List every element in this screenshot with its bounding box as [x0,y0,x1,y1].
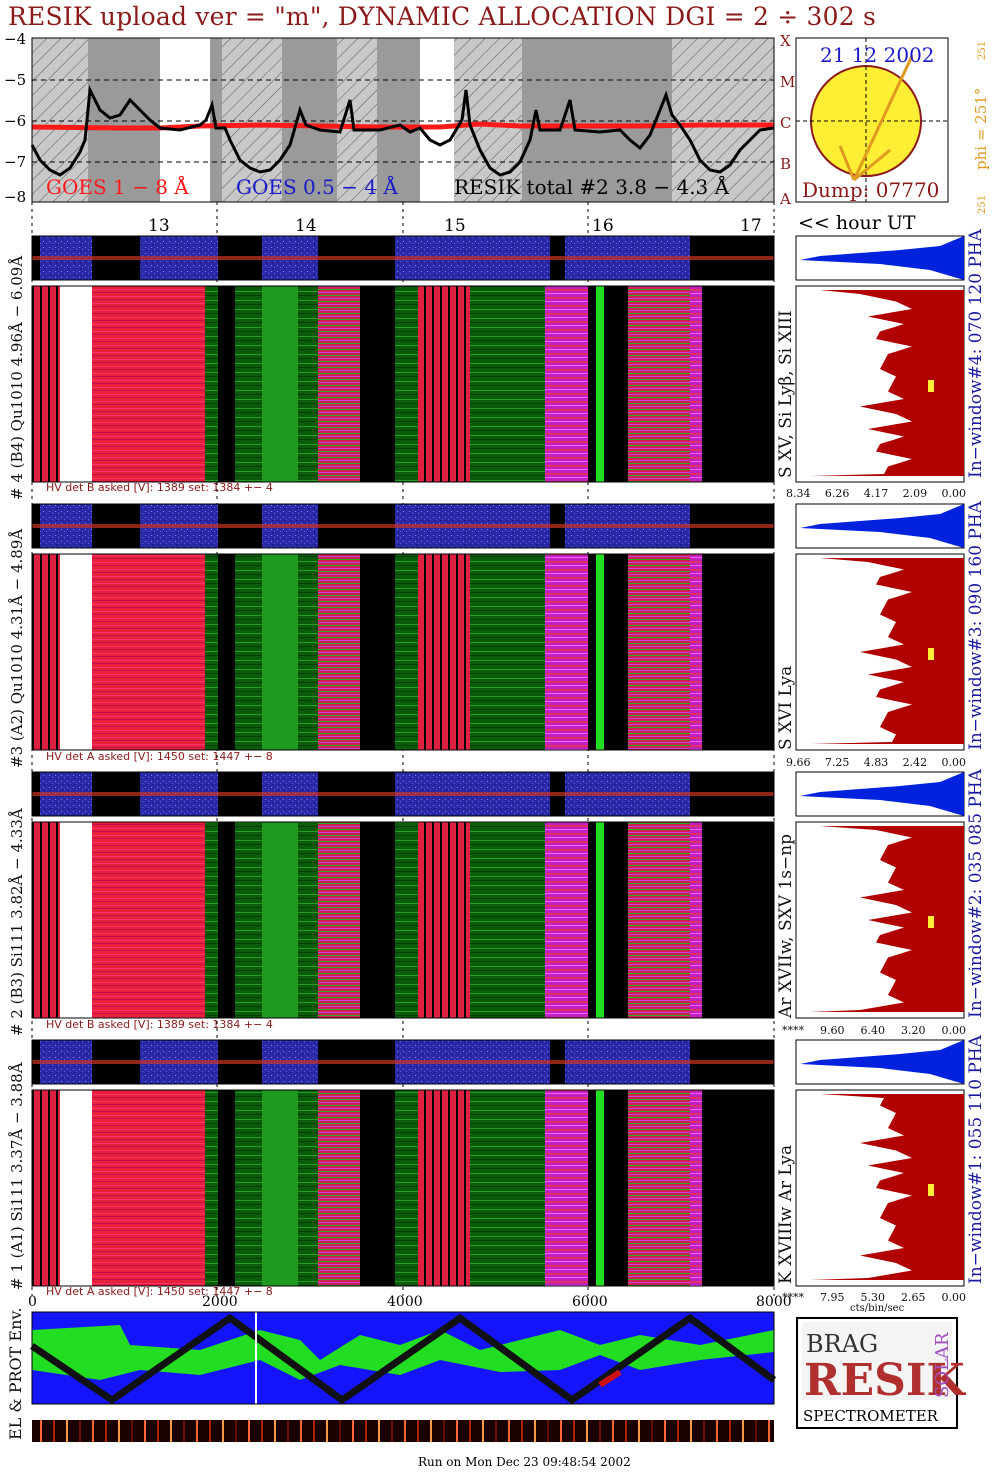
goes-yticks: −4 −5 −6 −7 −8 [4,30,26,206]
channel-ylabel: # 2 (B3) Si111 3.82Å − 4.33Å [8,808,26,1036]
xtick: 0.00 [941,1291,967,1304]
ion-label: Ar XVIIw, SXV 1s−np [776,833,796,1018]
phi-small-bottom: 251 [977,195,988,214]
logo-spectrometer: SPECTROMETER [803,1407,939,1425]
window-label: In−window#1: 055 110 PHA [966,1035,986,1284]
phi-small-top: 251 [977,41,988,60]
hour-label: 17 [740,216,762,236]
class-label: B [780,155,791,173]
hv-label: HV det B asked [V]: 1389 set: 1384 +− 4 [46,481,273,494]
hour-label: 15 [444,216,466,236]
xtick: 4.17 [863,487,889,500]
channel-ylabel: # 4 (B4) Qu1010 4.96Å − 6.09Å [8,255,26,500]
xtick: 9.66 [786,756,811,769]
xtick: 0.00 [941,1024,967,1037]
goes-ytick: −8 [4,188,26,206]
channel-panel [31,1039,965,1287]
window-label: In−window#2: 035 085 PHA [966,769,986,1018]
phi-arrow [852,55,914,181]
orbit-label: EL & PROT Env. [6,1307,25,1440]
xtick: **** [782,1291,804,1304]
seconds-tick: 4000 [387,1294,423,1310]
goes-ytick: −7 [4,153,26,171]
channel-panel [31,503,965,751]
xtick: 4.83 [863,756,889,769]
window-label: In−window#4: 070 120 PHA [966,229,986,478]
dump-label: Dump: 07770 [802,178,939,202]
xtick: 0.00 [941,756,967,769]
xtick: 0.00 [941,487,967,500]
hour-label: 16 [592,216,614,236]
channel-panels [31,235,965,1287]
hour-label: 13 [148,216,170,236]
xtick: 2.65 [901,1291,926,1304]
page-title: RESIK upload ver = "m", DYNAMIC ALLOCATI… [8,2,877,31]
goes-ytick: −5 [4,71,26,89]
xtick: 3.20 [901,1024,926,1037]
spectrum-xticks: **** 9.60 6.40 3.20 0.00 [782,1024,966,1037]
seconds-tick: 2000 [202,1294,238,1310]
channel-ylabel: # 1 (A1) Si111 3.37Å − 3.88Å [8,1062,26,1290]
channel-ylabel: #3 (A2) Qu1010 4.31Å − 4.89Å [8,528,26,768]
bottom-strip [32,1420,774,1442]
ion-label: S XVI Lya [776,665,796,750]
goes-ytick: −6 [4,112,26,130]
xtick: 7.95 [820,1291,845,1304]
hv-label: HV det B asked [V]: 1389 set: 1384 +− 4 [46,1018,273,1031]
ion-label: S XV, Si Lyβ, Si XIII [776,310,796,478]
window-label: In−window#3: 090 160 PHA [966,501,986,750]
channel-panel [31,771,965,1019]
xtick: **** [782,1024,804,1037]
class-label: A [779,190,791,208]
goes-ytick: −4 [4,30,26,48]
class-label: C [780,114,791,132]
hv-label: HV det A asked [V]: 1450 set: 1447 +− 8 [46,1285,273,1298]
xtick: 5.30 [860,1291,886,1304]
legend-goes-long: GOES 1 − 8 Å [46,174,189,199]
spectrum-xticks: 9.66 7.25 4.83 2.42 0.00 [786,756,966,769]
goes-class-labels: X M C B A [779,32,795,208]
goes-plot [30,37,775,203]
xtick: 9.60 [820,1024,845,1037]
class-label: X [780,32,791,50]
seconds-axis: 0 2000 4000 6000 8000 [28,1294,792,1310]
spectrum-xunit: cts/bin/sec [850,1303,905,1314]
spectrum-xticks: **** 7.95 5.30 2.65 0.00 [782,1291,966,1304]
logo-brag: BRAG [806,1330,878,1358]
hour-labels: 13 14 15 16 17 [148,216,762,236]
logo-resik: RESIK [804,1355,966,1406]
channel-panel [31,235,965,483]
resik-logo: BRAG RESIK SOLAR SPECTROMETER [796,1317,966,1429]
xtick: 7.25 [824,756,850,769]
hv-label: HV det A asked [V]: 1450 set: 1447 +− 8 [46,750,273,763]
spectrum-xticks: 8.34 6.26 4.17 2.09 0.00 [786,487,966,500]
xtick: 8.34 [786,487,811,500]
class-label: M [780,73,795,91]
hour-label: 14 [295,216,317,236]
orbit-panel [30,1311,777,1405]
seconds-tick: 0 [28,1294,37,1310]
hour-unit-label: << hour UT [798,212,916,234]
xtick: 2.42 [902,756,928,769]
sun-date: 21 12 2002 [820,43,935,67]
seconds-tick: 6000 [572,1294,608,1310]
xtick: 6.40 [860,1024,886,1037]
footer-run-date: Run on Mon Dec 23 09:48:54 2002 [418,1455,631,1469]
phi-label: phi = 251° [972,88,990,170]
legend-resik: RESIK total #2 3.8 − 4.3 Å [454,174,730,199]
seconds-tick: 8000 [756,1294,792,1310]
logo-solar: SOLAR [932,1332,953,1398]
ion-label: K XVIIIw Ar Lya [776,1144,796,1284]
sun-panel: 21 12 2002 Dump: 07770 [795,37,949,203]
xtick: 6.26 [824,487,850,500]
xtick: 2.09 [902,487,928,500]
legend-goes-short: GOES 0.5 − 4 Å [236,174,398,199]
